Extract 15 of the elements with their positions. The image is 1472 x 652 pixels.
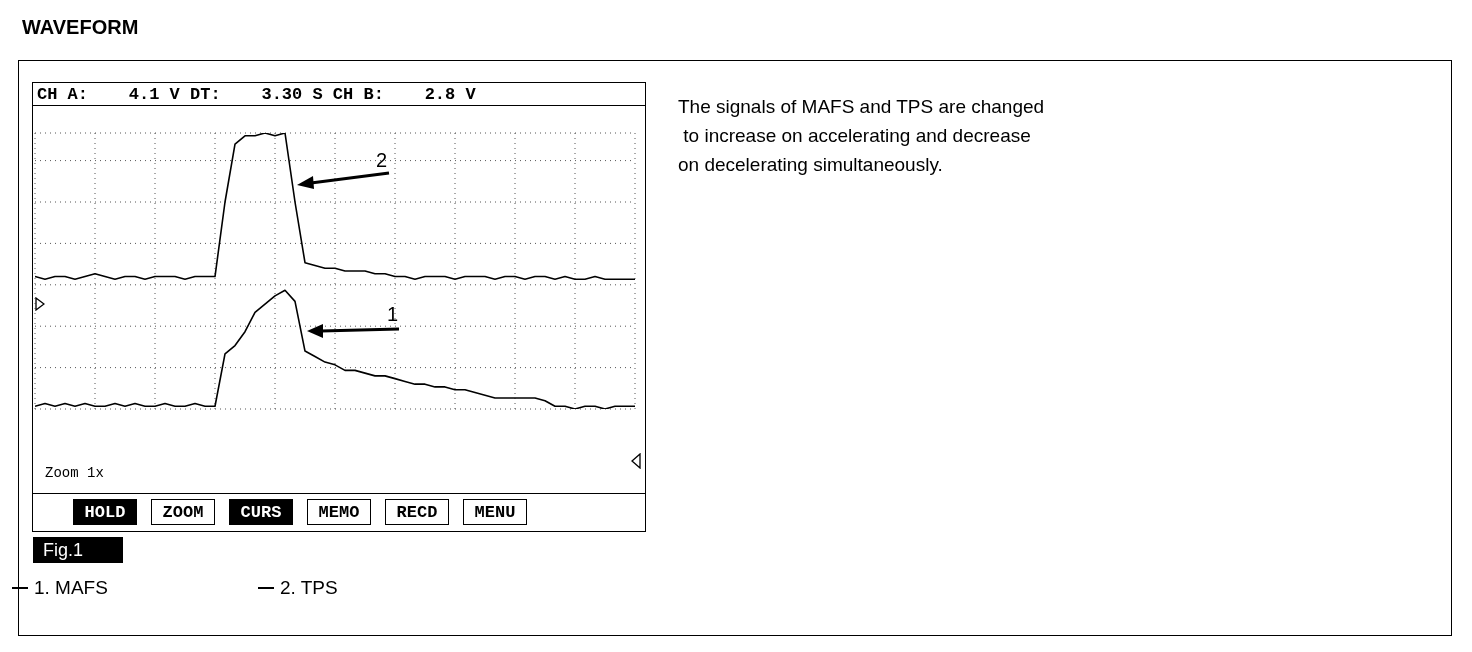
caption: Fig.1 (33, 537, 123, 563)
text: Zoom 1x (45, 465, 104, 481)
annotation: 1 (387, 303, 399, 326)
text: RECD (385, 499, 449, 525)
annotation: 2 (376, 149, 388, 172)
text: MENU (463, 499, 527, 525)
text: The signals of MAFS and TPS are changed to increase on accelerating and decrease on decelerating simultaneously. (678, 95, 1045, 177)
chart-title: WAVEFORM (22, 16, 139, 39)
text: CURS (229, 499, 293, 525)
legend-label: 2. TPS (279, 577, 338, 599)
text: MEMO (307, 499, 371, 525)
legend-label: 1. MAFS (34, 577, 108, 599)
text: HOLD (73, 499, 137, 525)
text: ZOOM (151, 499, 215, 525)
text: CH A: 4.1 V DT: 3.30 S CH B: 2.8 V (37, 85, 476, 104)
